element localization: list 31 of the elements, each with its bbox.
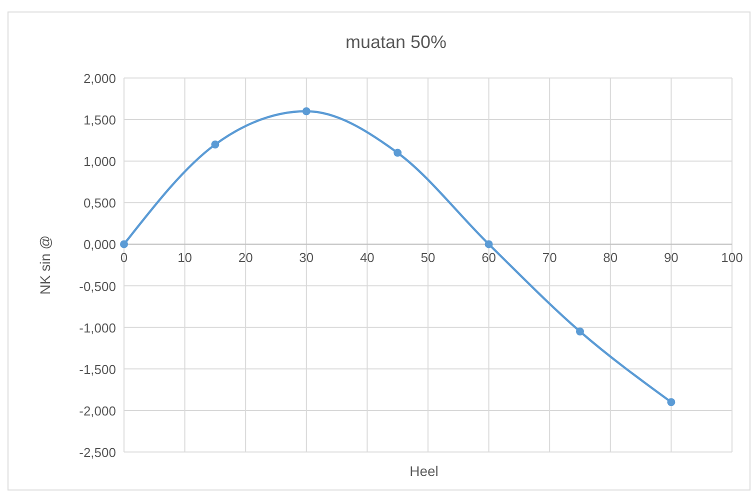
x-tick-label: 50 <box>420 250 436 266</box>
point <box>484 240 493 248</box>
x-tick-label: 0 <box>120 250 128 266</box>
y-tick-label: 2,000 <box>83 71 116 86</box>
y-tick-label: 0,500 <box>83 196 116 211</box>
x-tick-label: 30 <box>299 250 314 266</box>
x-tick-label: 80 <box>603 250 618 266</box>
x-tick-label: 70 <box>542 250 557 266</box>
y-axis-title: NK sin @ <box>37 235 53 295</box>
y-tick-label: 0,000 <box>83 237 116 252</box>
y-tick-label: 1,000 <box>83 154 116 170</box>
y-tick-label: -2,500 <box>79 445 116 460</box>
x-tick-label: 20 <box>238 250 253 266</box>
x-tick-label: 10 <box>178 250 192 266</box>
point <box>120 240 128 248</box>
x-tick-label: 60 <box>482 250 496 266</box>
point <box>211 140 220 148</box>
y-tick-label: -0,500 <box>79 278 116 294</box>
point <box>302 107 310 116</box>
point <box>394 148 402 157</box>
x-axis-title: Heel <box>410 463 438 479</box>
point <box>576 327 584 336</box>
chart-title: muatan 50% <box>345 32 447 52</box>
x-tick-label: 100 <box>721 250 743 266</box>
y-tick-label: -2,000 <box>79 403 116 418</box>
x-tick-label: 90 <box>664 250 678 266</box>
y-tick-label: 1,500 <box>83 112 116 128</box>
y-tick-label: -1,000 <box>79 320 116 336</box>
x-tick-label: 40 <box>360 250 374 266</box>
point <box>667 398 676 406</box>
y-tick-label: -1,500 <box>79 362 116 377</box>
